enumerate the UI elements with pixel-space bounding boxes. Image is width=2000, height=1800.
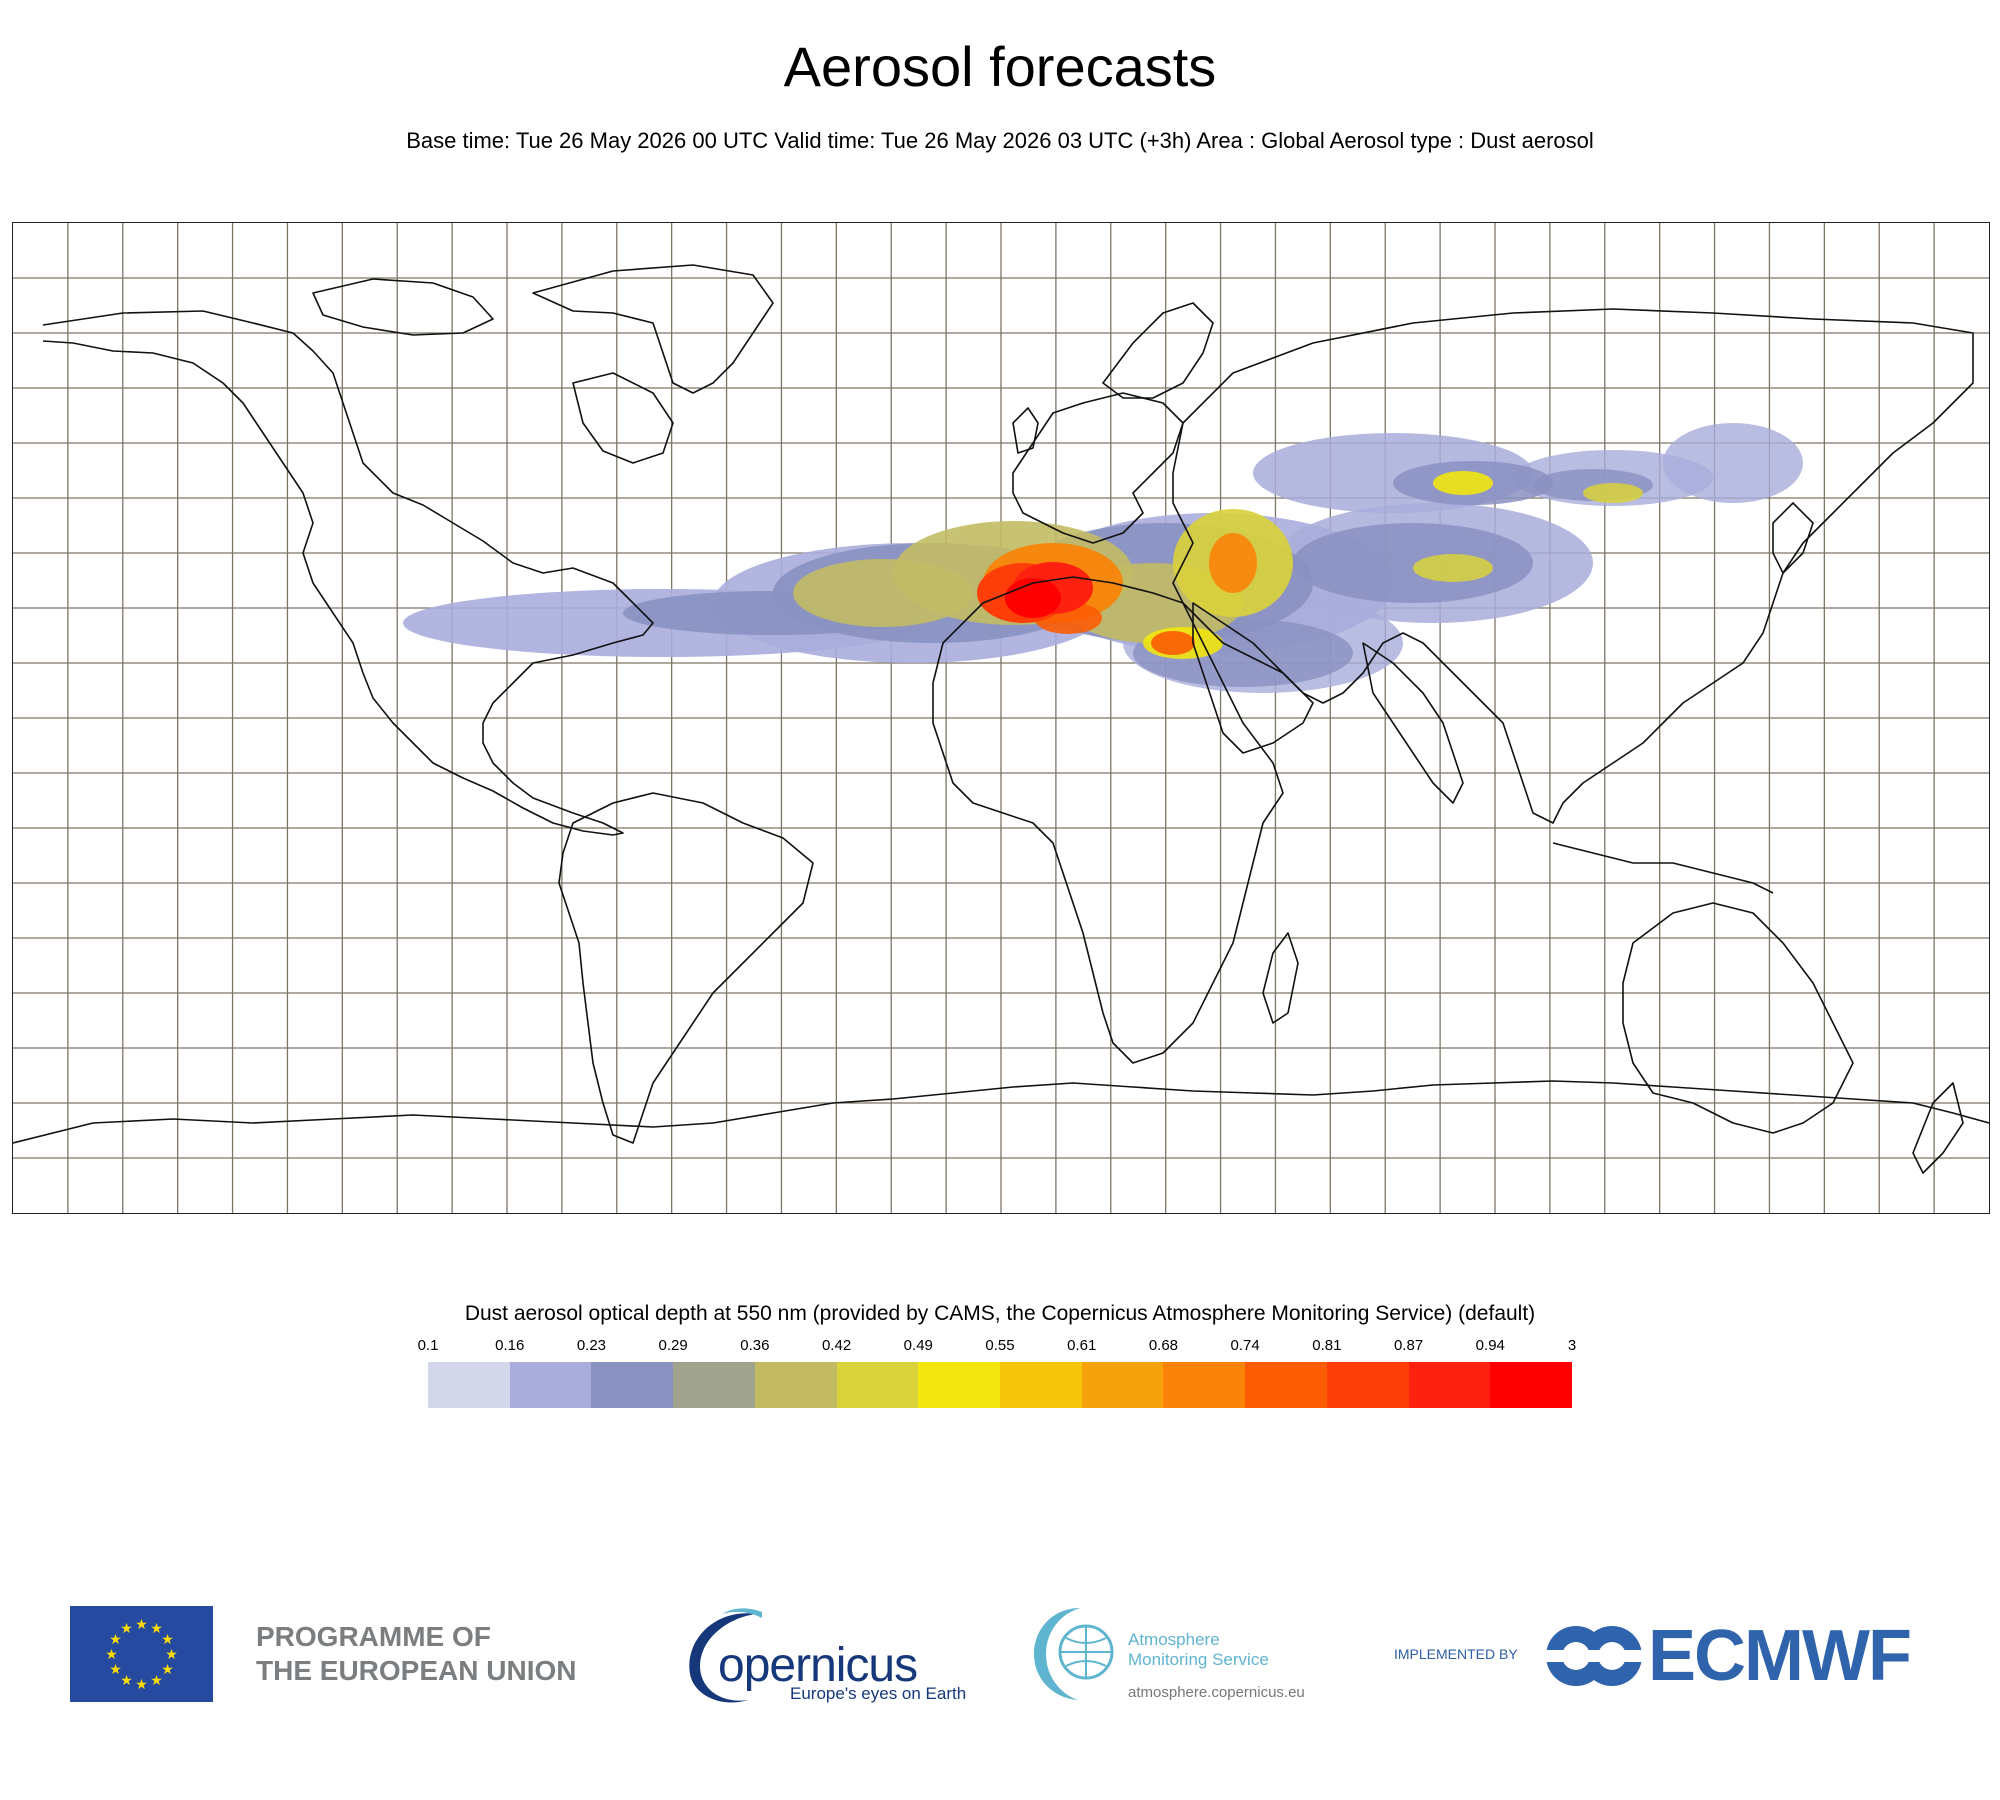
- legend-tick-label: 0.36: [740, 1337, 770, 1354]
- coastline-greenland: [532, 264, 774, 394]
- atmosphere-url[interactable]: atmosphere.copernicus.eu: [1128, 1684, 1305, 1701]
- legend-tick-label: 0.94: [1475, 1337, 1505, 1354]
- legend-tick-label: 0.42: [821, 1337, 852, 1354]
- legend-color-swatch: [918, 1362, 1001, 1408]
- coastline-north-america: [42, 310, 654, 836]
- atmosphere-globe-icon: [1034, 1608, 1114, 1700]
- eu-line-1: PROGRAMME OF: [256, 1621, 491, 1652]
- dust-concentration-area: [1433, 471, 1493, 495]
- eu-star-icon: ★: [165, 1647, 178, 1663]
- eu-star-icon: ★: [135, 1677, 148, 1693]
- legend-tick-label: 0.74: [1230, 1337, 1260, 1354]
- footer-logos: ★ ★ ★ ★ ★ ★ ★ ★ ★ ★ ★ ★ PROGRAMME OF THE EUROPEAN U…: [0, 1600, 2000, 1710]
- forecast-subtitle: Base time: Tue 26 May 2026 00 UTC Valid …: [406, 128, 1594, 153]
- dust-concentration-area: [1293, 523, 1533, 603]
- coastline-uk: [1012, 407, 1039, 454]
- legend-tick-label: 3: [1567, 1337, 1577, 1354]
- implemented-by-label: IMPLEMENTED BY: [1394, 1646, 1518, 1662]
- legend-tick-label: 0.1: [417, 1337, 439, 1354]
- legend-title: Dust aerosol optical depth at 550 nm (pr…: [464, 1302, 1536, 1325]
- legend-color-swatch: [673, 1362, 755, 1408]
- coastline-new-zealand: [1912, 1082, 1964, 1174]
- legend-color-swatch: [509, 1362, 592, 1408]
- legend-color-swatch: [1408, 1362, 1491, 1408]
- copernicus-wordmark: opernicus: [718, 1639, 918, 1692]
- coastline-africa: [932, 576, 1284, 1064]
- ecmwf-wordmark: ECMWF: [1648, 1616, 1912, 1696]
- legend-colorbar: [428, 1362, 1573, 1408]
- eu-star-icon: ★: [161, 1632, 174, 1648]
- coastline-scandinavia: [1102, 302, 1214, 399]
- eu-star-icon: ★: [150, 1673, 163, 1689]
- legend-color-swatch: [591, 1362, 674, 1408]
- coastline-arctic-islands: [312, 278, 494, 336]
- eu-line-2: THE EUROPEAN UNION: [256, 1655, 577, 1686]
- legend-color-swatch: [1490, 1362, 1573, 1408]
- atmosphere-line-1: Atmosphere: [1128, 1630, 1220, 1649]
- coastline-india: [1362, 642, 1464, 804]
- legend-color-swatch: [1081, 1362, 1164, 1408]
- legend-tick-label: 0.61: [1067, 1337, 1097, 1354]
- copernicus-logo[interactable]: opernicus Europe's eyes on Earth: [676, 1600, 976, 1710]
- eu-flag-icon: ★ ★ ★ ★ ★ ★ ★ ★ ★ ★ ★ ★: [70, 1606, 213, 1702]
- coastline-japan: [1772, 502, 1814, 574]
- page-title: Aerosol forecasts: [783, 35, 1217, 98]
- atmosphere-monitoring-logo[interactable]: Atmosphere Monitoring Service atmosphere…: [1030, 1600, 1330, 1710]
- eu-star-icon: ★: [135, 1617, 148, 1633]
- eu-star-icon: ★: [120, 1621, 133, 1637]
- legend-color-swatch: [1000, 1362, 1082, 1408]
- eu-star-icon: ★: [161, 1662, 174, 1678]
- eu-star-icon: ★: [109, 1632, 122, 1648]
- coastline-indonesia: [1552, 842, 1774, 894]
- legend-tick-label: 0.16: [495, 1337, 525, 1354]
- coastline-hudson-bay: [572, 372, 674, 464]
- ecmwf-symbol-icon: [1546, 1626, 1642, 1686]
- dust-concentration-area: [1005, 578, 1061, 618]
- legend-ticks: 0.1 0.16 0.23 0.29 0.36 0.42 0.49 0.55 0.61 0.68 0…: [418, 1337, 1577, 1357]
- dust-concentration-area: [1151, 631, 1195, 655]
- legend-tick-label: 0.87: [1393, 1337, 1424, 1354]
- legend-color-swatch: [1163, 1362, 1246, 1408]
- legend-color-swatch: [836, 1362, 919, 1408]
- coastlines: [13, 264, 1989, 1174]
- coastline-europe: [1012, 392, 1184, 544]
- legend-tick-label: 0.23: [576, 1337, 607, 1354]
- eu-star-icon: ★: [150, 1621, 163, 1637]
- coastline-antarctica: [13, 1080, 1989, 1144]
- legend-color-swatch: [754, 1362, 837, 1408]
- dust-concentration-area: [1413, 554, 1493, 582]
- coastline-arabia: [1192, 602, 1314, 754]
- legend-tick-label: 0.81: [1312, 1337, 1342, 1354]
- coastline-australia: [1622, 902, 1854, 1134]
- legend-tick-label: 0.55: [985, 1337, 1015, 1354]
- coastline-asia: [1172, 308, 1974, 824]
- world-map[interactable]: [12, 222, 1990, 1214]
- eu-star-icon: ★: [109, 1662, 122, 1678]
- legend-tick-label: 0.49: [903, 1337, 933, 1354]
- graticule: [13, 223, 1989, 1213]
- dust-concentration-area: [1583, 483, 1643, 503]
- legend-tick-label: 0.68: [1148, 1337, 1179, 1354]
- eu-star-icon: ★: [105, 1647, 118, 1663]
- copernicus-tagline: Europe's eyes on Earth: [790, 1684, 967, 1703]
- atmosphere-line-2: Monitoring Service: [1128, 1650, 1269, 1669]
- copernicus-swoosh-icon: [689, 1608, 762, 1703]
- coastline-madagascar: [1262, 932, 1299, 1024]
- legend-color-swatch: [1245, 1362, 1327, 1408]
- dust-concentration-area: [1663, 423, 1803, 503]
- dust-concentration-area: [1209, 533, 1257, 593]
- legend-color-swatch: [1326, 1362, 1409, 1408]
- eu-programme-text: PROGRAMME OF THE EUROPEAN UNION: [256, 1620, 576, 1688]
- legend-tick-label: 0.29: [658, 1337, 688, 1354]
- map-canvas: [13, 223, 1989, 1213]
- coastline-south-america: [558, 792, 814, 1144]
- eu-star-icon: ★: [120, 1673, 133, 1689]
- legend-color-swatch: [428, 1362, 510, 1408]
- dust-field: [403, 423, 1803, 693]
- ecmwf-logo[interactable]: ECMWF: [1546, 1620, 1946, 1692]
